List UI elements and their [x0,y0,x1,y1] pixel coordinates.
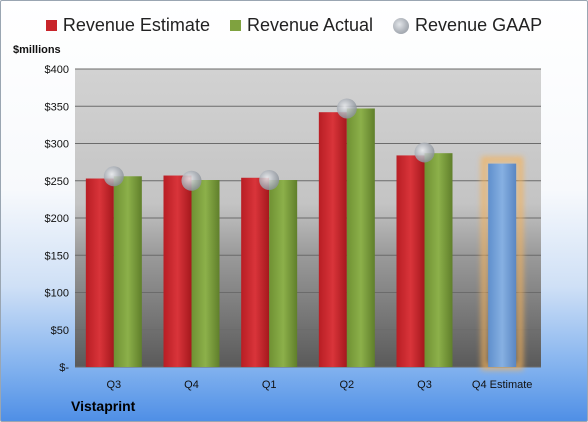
y-tick-label: $200 [45,213,69,225]
legend-swatch-actual [229,20,241,31]
bar-revenue-forecast [488,163,517,367]
bar-revenue-estimate [241,177,270,367]
y-tick-label: $- [59,362,69,374]
x-category-label: Q4 Estimate [472,379,533,391]
legend-item-estimate: Revenue Estimate [45,15,210,36]
y-tick-label: $250 [45,176,69,188]
x-category-label: Q3 [417,379,432,391]
bar-revenue-estimate [318,112,347,368]
legend-label-estimate: Revenue Estimate [62,15,210,35]
y-tick-label: $300 [45,139,69,151]
legend-item-gaap: Revenue GAAP [393,15,542,36]
point-revenue-gaap [259,170,280,191]
point-revenue-gaap [103,166,124,187]
bar-revenue-actual [113,176,142,367]
bar-revenue-actual [269,180,298,367]
x-category-label: Q4 [184,379,199,391]
x-category-label: Q2 [339,379,354,391]
bar-revenue-actual [346,108,375,368]
x-category-label: Q3 [106,379,121,391]
bar-revenue-actual [424,153,453,367]
legend-swatch-estimate [45,20,57,31]
y-tick-label: $50 [51,325,69,337]
legend-label-actual: Revenue Actual [246,15,374,35]
y-tick-label: $350 [45,101,69,113]
x-category-label: Q1 [262,379,277,391]
bar-revenue-estimate [85,178,114,367]
legend-item-actual: Revenue Actual [229,15,374,36]
company-name: Vistaprint [71,398,136,414]
y-axis-unit-label: $millions [13,44,61,56]
bar-revenue-estimate [396,155,425,367]
y-tick-label: $150 [45,250,69,262]
legend-swatch-gaap [393,17,410,34]
point-revenue-gaap [414,142,435,163]
legend: Revenue Estimate Revenue Actual Revenue … [1,15,587,36]
point-revenue-gaap [181,170,202,191]
bar-revenue-actual [191,180,220,367]
y-tick-label: $400 [45,64,69,76]
point-revenue-gaap [336,98,357,119]
y-tick-label: $100 [45,288,69,300]
legend-label-gaap: Revenue GAAP [415,15,543,35]
bar-revenue-estimate [163,175,192,367]
